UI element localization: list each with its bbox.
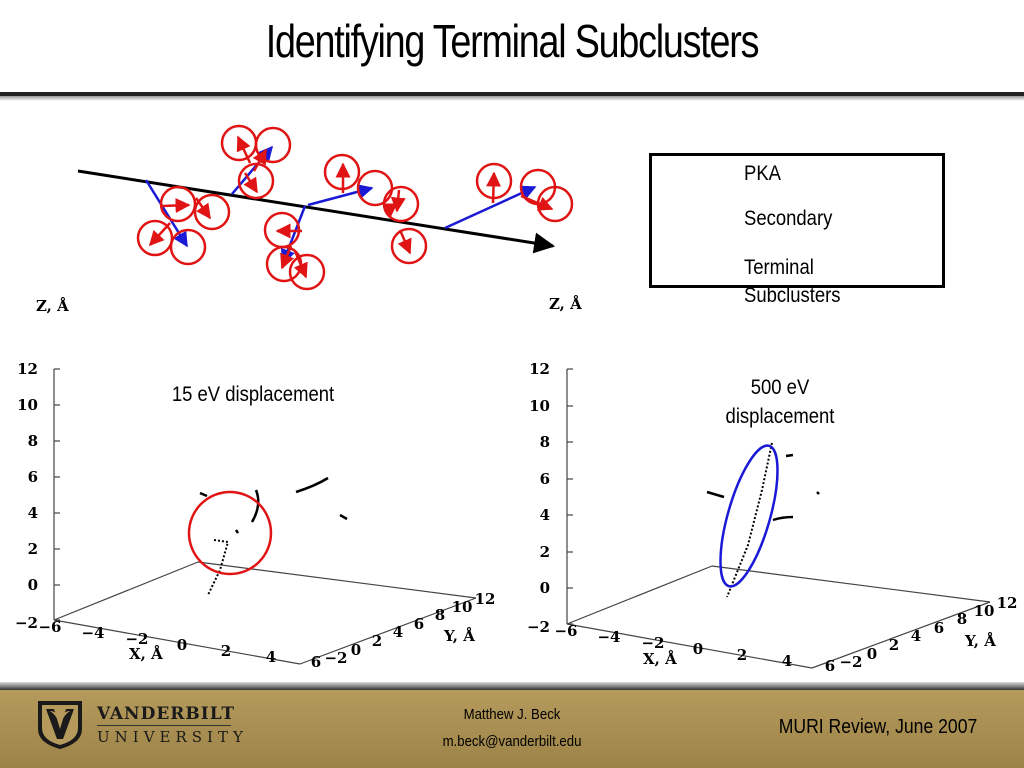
z-tick-label: 10 — [529, 397, 550, 415]
z-tick-label: 2 — [540, 543, 550, 561]
x-tick-label: 6 — [311, 653, 321, 671]
terminal-subcluster — [356, 169, 394, 207]
y-tick-label: 6 — [934, 619, 944, 637]
x-tick-label: 4 — [266, 648, 276, 666]
x-tick-label: −2 — [641, 634, 664, 652]
right-y-axis-label: Y, Å — [965, 632, 996, 650]
cascade-schematic — [77, 124, 574, 291]
z-tick-label: 12 — [17, 360, 38, 378]
x-tick-label: −6 — [554, 622, 577, 640]
left-plot: 12 10 8 6 4 2 0 −2 −6 −4 −2 0 2 4 6 −2 0… — [15, 360, 495, 671]
z-tick-label: 4 — [28, 504, 38, 522]
footer-shadow — [0, 682, 1024, 690]
right-x-axis-label: X, Å — [643, 650, 677, 668]
y-tick-label: 0 — [867, 645, 877, 663]
footer-bar — [0, 690, 1024, 768]
x-tick-label: −2 — [125, 630, 148, 648]
slide-title: Identifying Terminal Subclusters — [265, 15, 760, 67]
z-tick-label: 4 — [540, 506, 550, 524]
footer-email: m.beck@vanderbilt.edu — [442, 733, 582, 750]
title-divider-shadow — [0, 96, 1024, 101]
y-tick-label: 8 — [435, 606, 445, 624]
secondary-track — [444, 185, 537, 230]
y-tick-label: 10 — [452, 598, 473, 616]
y-tick-label: −2 — [324, 649, 347, 667]
left-plot-annotation: 15 eV displacement — [171, 383, 335, 406]
y-tick-label: 6 — [414, 615, 424, 633]
x-tick-label: −4 — [81, 624, 104, 642]
y-tick-label: 10 — [974, 602, 995, 620]
x-tick-label: 0 — [693, 640, 703, 658]
x-tick-label: 4 — [782, 652, 792, 670]
right-plot-annotation-line2: displacement — [725, 405, 835, 428]
left-highlight-circle — [187, 490, 273, 576]
right-plot: 12 10 8 6 4 2 0 −2 −6 −4 −2 0 2 4 6 −2 0… — [527, 360, 1017, 675]
z-tick-label: 2 — [28, 540, 38, 558]
z-tick-label: 6 — [28, 468, 38, 486]
y-tick-label: 4 — [911, 627, 921, 645]
z-tick-label: 8 — [540, 433, 550, 451]
x-tick-label: −6 — [38, 618, 61, 636]
right-plot-annotation-line1: 500 eV — [750, 376, 810, 399]
z-tick-label: 0 — [28, 576, 38, 594]
terminal-subcluster — [136, 219, 174, 257]
z-tick-label: 6 — [540, 470, 550, 488]
right-y-ticks: −2 0 2 4 6 8 10 12 — [839, 594, 1017, 671]
terminal-subcluster — [220, 124, 258, 162]
x-tick-label: −4 — [597, 628, 620, 646]
terminal-subcluster — [159, 185, 197, 223]
y-tick-label: 2 — [889, 636, 899, 654]
legend-label-subclusters: Terminal Subclusters — [744, 256, 841, 307]
right-highlight-ellipse — [719, 444, 779, 588]
y-tick-label: −2 — [839, 653, 862, 671]
title-divider — [0, 92, 1024, 96]
left-y-ticks: −2 0 2 4 6 8 10 12 — [324, 590, 495, 667]
left-x-axis-label: X, Å — [129, 645, 163, 663]
y-tick-label: 0 — [351, 641, 361, 659]
y-tick-label: 12 — [475, 590, 496, 608]
footer-event: MURI Review, June 2007 — [778, 716, 978, 738]
y-tick-label: 8 — [957, 610, 967, 628]
terminal-subcluster — [169, 228, 207, 266]
z-tick-label: −2 — [15, 614, 38, 632]
terminal-subcluster — [193, 193, 231, 231]
y-tick-label: 2 — [372, 632, 382, 650]
left-y-axis-label: Y, Å — [444, 627, 475, 645]
y-tick-label: 12 — [997, 594, 1018, 612]
vanderbilt-logo-icon — [38, 701, 82, 749]
right-z-ticks: 12 10 8 6 4 2 0 −2 — [527, 360, 550, 636]
left-z-ticks: 12 10 8 6 4 2 0 −2 — [15, 360, 38, 632]
pka-track — [77, 169, 556, 254]
org-name-line1: VANDERBILT — [97, 704, 235, 724]
org-name-line2: UNIVERSITY — [97, 728, 248, 746]
x-tick-label: 0 — [177, 636, 187, 654]
z-tick-label: 0 — [540, 579, 550, 597]
z-tick-label: 12 — [529, 360, 550, 378]
left-z-axis-label: Z, Å — [36, 297, 69, 315]
terminal-subcluster — [390, 227, 428, 265]
terminal-subcluster — [254, 126, 292, 164]
secondary-track — [307, 184, 374, 207]
z-tick-label: 8 — [28, 432, 38, 450]
legend-label-secondary: Secondary — [744, 207, 833, 230]
y-tick-label: 4 — [393, 623, 403, 641]
left-x-ticks: −6 −4 −2 0 2 4 6 — [38, 618, 321, 671]
x-tick-label: 2 — [737, 646, 747, 664]
z-tick-label: 10 — [17, 396, 38, 414]
x-tick-label: 6 — [825, 657, 835, 675]
right-x-ticks: −6 −4 −2 0 2 4 6 — [554, 622, 835, 675]
org-name-divider — [97, 725, 231, 726]
z-tick-label: −2 — [527, 618, 550, 636]
legend — [649, 153, 945, 288]
right-z-axis-label: Z, Å — [549, 295, 582, 313]
legend-label-pka: PKA — [744, 162, 781, 185]
footer-author: Matthew J. Beck — [463, 706, 561, 723]
x-tick-label: 2 — [221, 642, 231, 660]
terminal-subcluster — [288, 253, 326, 291]
secondary-track — [144, 179, 189, 248]
